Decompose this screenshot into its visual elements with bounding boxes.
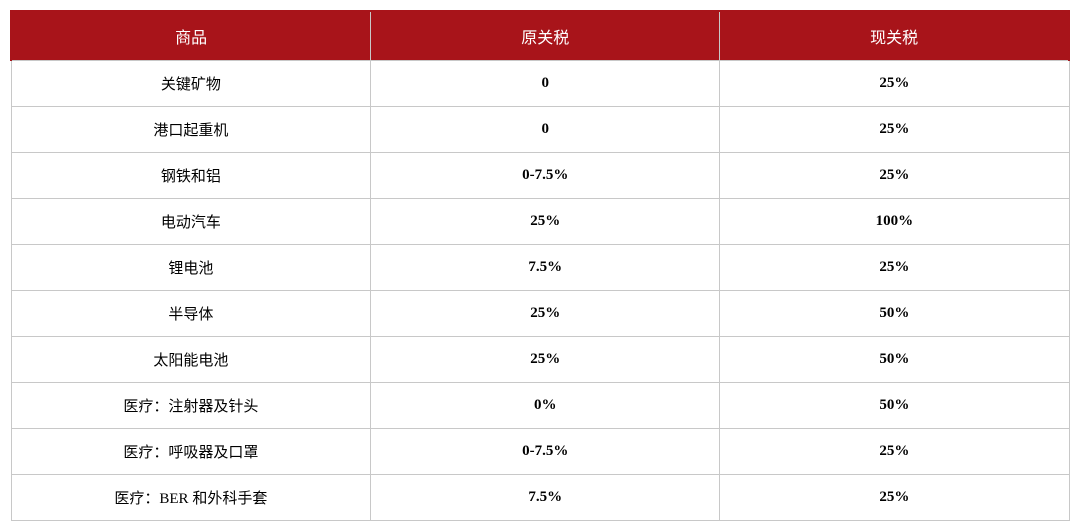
cell-old-tariff: 0-7.5% [371,153,720,199]
cell-old-tariff: 25% [371,291,720,337]
cell-old-tariff: 0 [371,61,720,107]
table-row: 钢铁和铝 0-7.5% 25% [11,153,1069,199]
cell-new-tariff: 25% [720,475,1069,521]
cell-old-tariff: 0 [371,107,720,153]
table-row: 锂电池 7.5% 25% [11,245,1069,291]
tariff-table: 商品 原关税 现关税 关键矿物 0 25% 港口起重机 0 25% 钢铁和铝 0… [10,10,1070,521]
table-row: 港口起重机 0 25% [11,107,1069,153]
cell-old-tariff: 25% [371,337,720,383]
table-row: 医疗：注射器及针头 0% 50% [11,383,1069,429]
cell-old-tariff: 7.5% [371,245,720,291]
header-old-tariff: 原关税 [371,11,720,61]
cell-product: 关键矿物 [11,61,371,107]
cell-old-tariff: 25% [371,199,720,245]
table-row: 关键矿物 0 25% [11,61,1069,107]
header-product: 商品 [11,11,371,61]
cell-product: 医疗：注射器及针头 [11,383,371,429]
cell-product: 医疗：呼吸器及口罩 [11,429,371,475]
cell-product: 半导体 [11,291,371,337]
cell-product: 医疗：BER 和外科手套 [11,475,371,521]
cell-new-tariff: 50% [720,291,1069,337]
cell-new-tariff: 25% [720,429,1069,475]
cell-new-tariff: 25% [720,107,1069,153]
table-header: 商品 原关税 现关税 [11,11,1069,61]
cell-old-tariff: 0-7.5% [371,429,720,475]
cell-new-tariff: 100% [720,199,1069,245]
table-body: 关键矿物 0 25% 港口起重机 0 25% 钢铁和铝 0-7.5% 25% 电… [11,61,1069,521]
cell-new-tariff: 50% [720,337,1069,383]
cell-new-tariff: 25% [720,245,1069,291]
cell-old-tariff: 7.5% [371,475,720,521]
table-row: 电动汽车 25% 100% [11,199,1069,245]
table-row: 太阳能电池 25% 50% [11,337,1069,383]
table-row: 医疗：BER 和外科手套 7.5% 25% [11,475,1069,521]
table-row: 医疗：呼吸器及口罩 0-7.5% 25% [11,429,1069,475]
header-new-tariff: 现关税 [720,11,1069,61]
cell-product: 锂电池 [11,245,371,291]
cell-product: 港口起重机 [11,107,371,153]
header-row: 商品 原关税 现关税 [11,11,1069,61]
cell-product: 太阳能电池 [11,337,371,383]
table-row: 半导体 25% 50% [11,291,1069,337]
cell-new-tariff: 50% [720,383,1069,429]
cell-product: 电动汽车 [11,199,371,245]
cell-new-tariff: 25% [720,153,1069,199]
cell-product: 钢铁和铝 [11,153,371,199]
cell-old-tariff: 0% [371,383,720,429]
cell-new-tariff: 25% [720,61,1069,107]
